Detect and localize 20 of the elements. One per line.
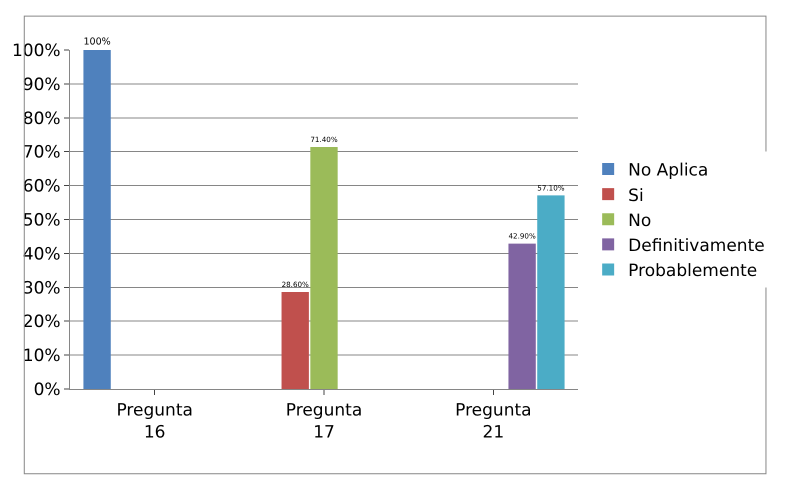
y-tick-label: 20% bbox=[22, 312, 61, 332]
legend-label: Definitivamente bbox=[628, 236, 765, 256]
y-tick-label: 90% bbox=[22, 74, 61, 95]
data-label: 100% bbox=[83, 36, 111, 48]
y-tick-label: 80% bbox=[22, 108, 61, 129]
legend-label: Si bbox=[628, 186, 644, 206]
y-tick-label: 50% bbox=[22, 210, 61, 230]
x-tick-label: Pregunta 17 bbox=[286, 400, 362, 442]
y-tick-label: 70% bbox=[22, 142, 61, 163]
y-tick-label: 60% bbox=[22, 176, 61, 197]
y-tick-label: 0% bbox=[34, 380, 61, 400]
x-tick-label: Pregunta 21 bbox=[455, 400, 532, 442]
y-tick-label: 10% bbox=[22, 346, 61, 366]
y-tick-label: 100% bbox=[12, 40, 61, 61]
x-tick-label: Pregunta 16 bbox=[116, 400, 193, 442]
y-tick-label: 40% bbox=[22, 244, 61, 264]
legend-label: No Aplica bbox=[628, 160, 708, 181]
legend-label: No bbox=[628, 210, 652, 231]
legend-label: Probablemente bbox=[628, 261, 758, 282]
y-tick-label: 30% bbox=[22, 278, 61, 298]
